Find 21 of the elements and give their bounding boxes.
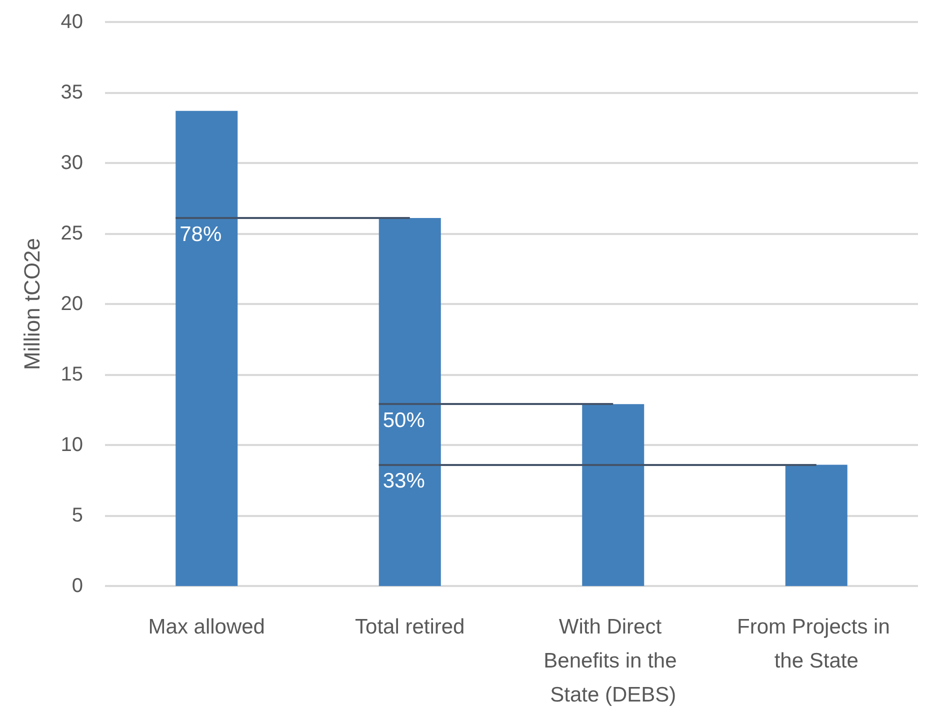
y-tick-label: 25 [60, 222, 83, 244]
x-tick-label: With Direct Benefits in the State (DEBS) [544, 616, 683, 706]
y-tick-label: 30 [60, 152, 83, 174]
bar [582, 404, 644, 586]
bar [176, 110, 238, 586]
y-axis-title: Million tCO2e [20, 238, 44, 370]
y-tick-label: 10 [60, 434, 83, 456]
annotation: 50% [382, 409, 425, 432]
y-tick-label: 5 [72, 504, 83, 526]
x-tick-label: Max allowed [148, 616, 265, 638]
y-tick-label: 40 [60, 11, 83, 33]
annotation: 33% [382, 470, 425, 493]
y-tick-label: 15 [60, 364, 83, 386]
y-tick-label: 20 [60, 293, 83, 315]
y-tick-label: 35 [60, 82, 83, 104]
annotation: 78% [180, 222, 222, 246]
bar [785, 464, 848, 586]
x-tick-label: Total retired [355, 616, 465, 638]
x-tick-label: From Projects in the State [737, 616, 896, 672]
y-tick-label: 0 [72, 575, 83, 597]
bar [378, 218, 441, 586]
